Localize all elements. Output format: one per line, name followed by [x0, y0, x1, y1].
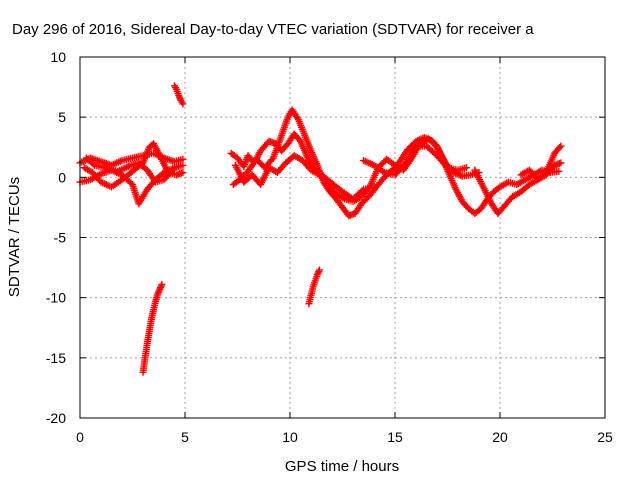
data-point — [179, 169, 187, 177]
data-point — [179, 155, 187, 163]
data-point — [293, 114, 301, 122]
x-tick-label: 25 — [597, 429, 613, 445]
y-tick-label: 10 — [50, 49, 66, 65]
y-tick-label: -15 — [46, 350, 66, 366]
data-point — [154, 288, 162, 296]
x-tick-label: 20 — [492, 429, 508, 445]
y-tick-label: -5 — [54, 230, 67, 246]
data-point — [175, 93, 183, 101]
data-point — [556, 143, 564, 151]
data-point — [268, 156, 276, 164]
data-point — [168, 166, 176, 174]
y-tick-label: 0 — [58, 169, 66, 185]
data-point — [179, 100, 187, 108]
y-tick-label: -10 — [46, 290, 66, 306]
data-point — [167, 168, 175, 176]
x-tick-label: 5 — [181, 429, 189, 445]
y-tick-label: -20 — [46, 410, 66, 426]
x-tick-label: 10 — [282, 429, 298, 445]
data-point — [557, 159, 565, 167]
data-point — [158, 280, 166, 288]
x-tick-label: 0 — [76, 429, 84, 445]
data-point — [179, 161, 187, 169]
data-points — [76, 82, 565, 376]
chart-title: Day 296 of 2016, Sidereal Day-to-day VTE… — [12, 21, 534, 38]
data-point — [555, 167, 563, 175]
x-tick-label: 15 — [387, 429, 403, 445]
data-point — [557, 142, 565, 150]
data-point — [364, 185, 372, 193]
y-axis-label: SDTVAR / TECUs — [6, 177, 23, 297]
data-point — [462, 164, 470, 172]
axis-ticks: 0 5 10 15 20 25 -20 -15 -10 -5 0 5 10 — [46, 49, 613, 445]
x-axis-label: GPS time / hours — [285, 458, 399, 475]
grid-lines — [80, 57, 605, 418]
y-tick-label: 5 — [58, 109, 66, 125]
data-point — [315, 266, 323, 274]
